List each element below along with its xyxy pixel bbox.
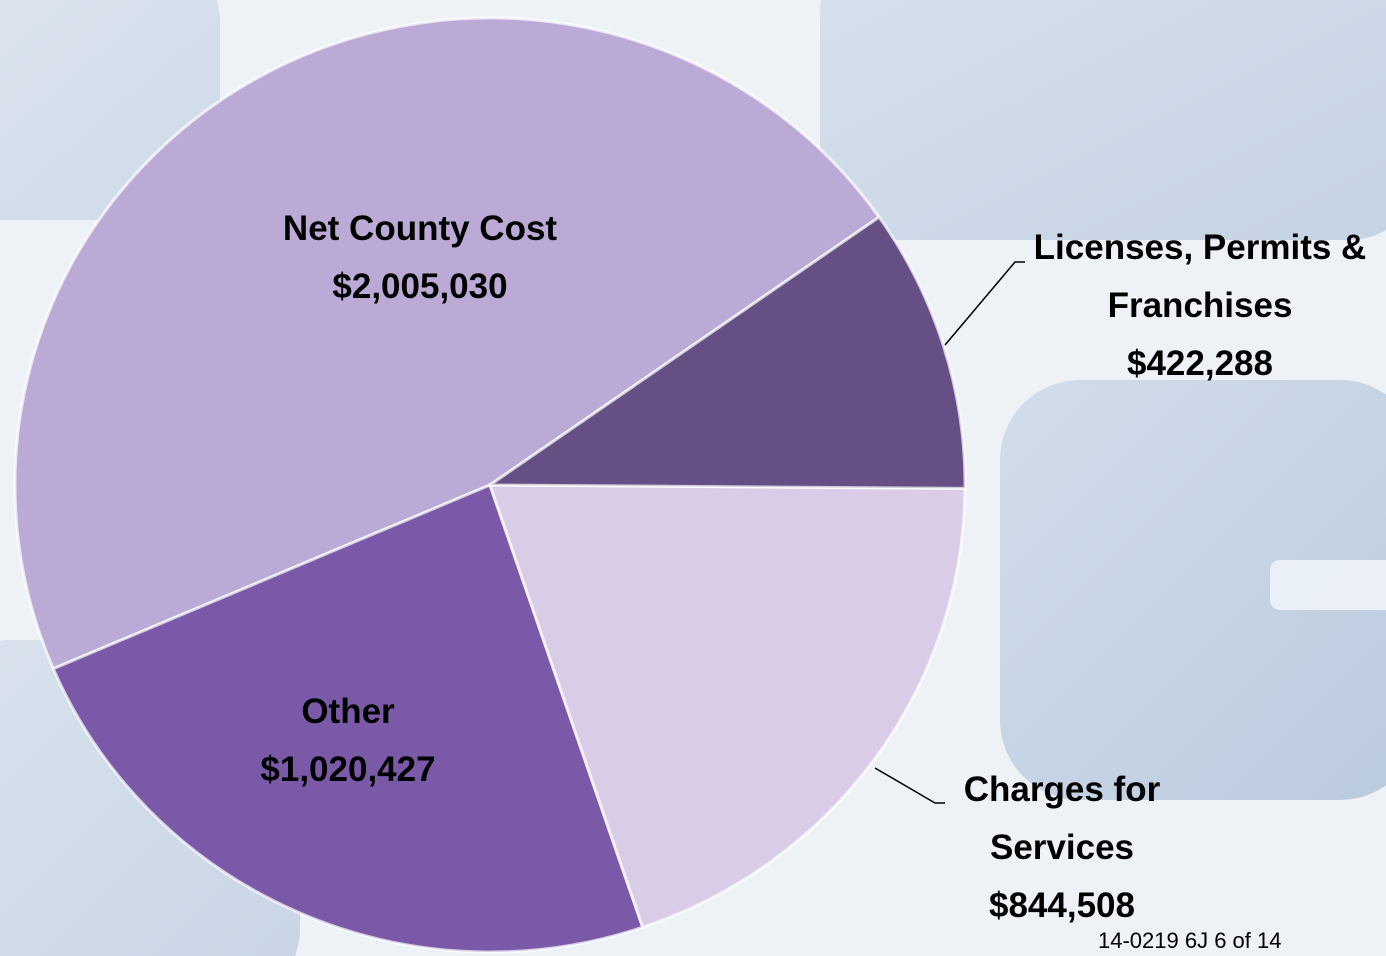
pie-slice xyxy=(51,482,645,954)
pie-slice xyxy=(485,215,967,490)
category-label: Licenses, Permits & Franchises xyxy=(1033,228,1367,325)
leader-line xyxy=(874,767,945,804)
category-label: Other xyxy=(301,692,395,731)
slice-label: Charges for Services $844,508 xyxy=(932,761,1192,935)
slice-label: Licenses, Permits & Franchises $422,288 xyxy=(1020,219,1380,393)
category-label: Charges for Services xyxy=(963,770,1161,867)
leader-line xyxy=(944,261,1025,346)
key-shape xyxy=(820,0,1386,240)
value-label: $422,288 xyxy=(1127,344,1273,383)
slice-label: Net County Cost $2,005,030 xyxy=(220,200,620,316)
value-label: $844,508 xyxy=(989,886,1135,925)
value-label: $2,005,030 xyxy=(332,267,508,306)
key-shape xyxy=(1000,380,1386,800)
value-label: $1,020,427 xyxy=(260,750,436,789)
pie-slice xyxy=(13,16,882,671)
key-shape xyxy=(1270,560,1386,610)
category-label: Net County Cost xyxy=(282,209,558,248)
footer: 14-0219 6J 6 of 14 xyxy=(1098,928,1282,953)
pie-slice xyxy=(487,483,967,930)
slice-label: Other $1,020,427 xyxy=(198,683,498,799)
